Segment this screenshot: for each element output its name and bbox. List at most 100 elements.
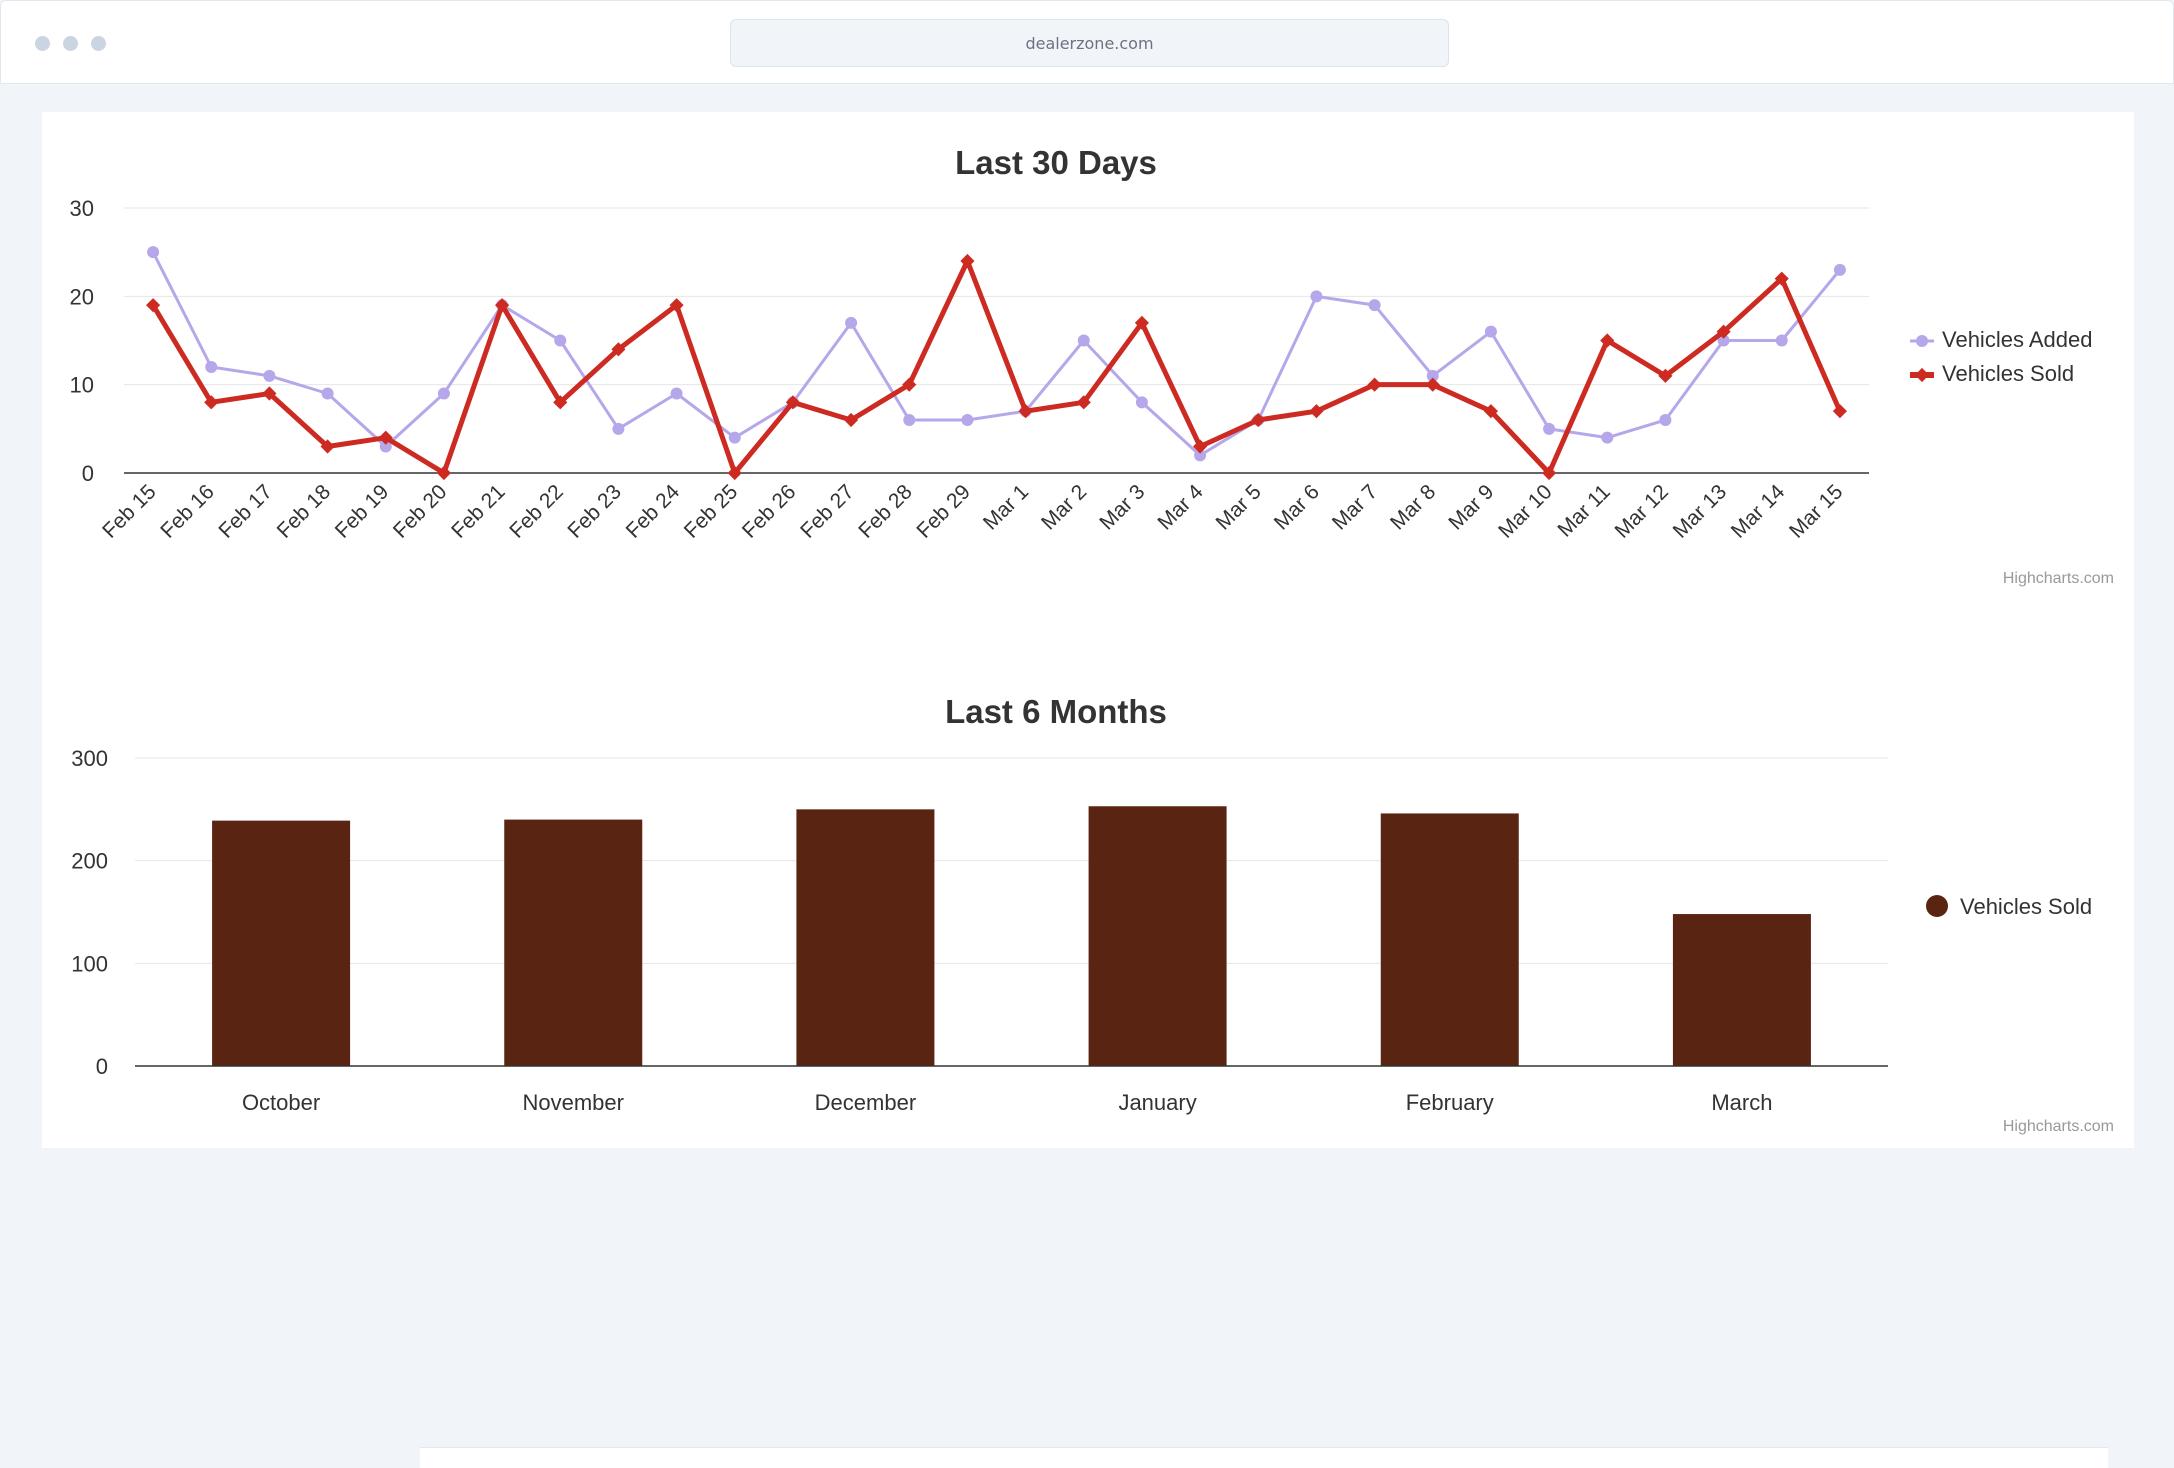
y-tick-label: 20 bbox=[70, 284, 94, 309]
data-point[interactable] bbox=[378, 430, 393, 445]
credits-link[interactable]: Highcharts.com bbox=[2003, 1118, 2114, 1135]
x-tick-label: Mar 12 bbox=[1610, 480, 1672, 542]
data-point[interactable] bbox=[495, 298, 510, 313]
data-point[interactable] bbox=[1251, 412, 1266, 428]
data-point[interactable] bbox=[263, 369, 276, 382]
data-point[interactable] bbox=[902, 377, 917, 392]
x-tick-label: Mar 8 bbox=[1386, 480, 1440, 534]
data-point[interactable] bbox=[437, 387, 450, 400]
data-point[interactable] bbox=[1833, 263, 1846, 276]
data-point[interactable] bbox=[146, 298, 161, 313]
chart-title: Last 30 Days bbox=[955, 144, 1157, 181]
data-point[interactable] bbox=[1658, 368, 1673, 383]
data-point[interactable] bbox=[1076, 395, 1091, 410]
x-tick-label: Mar 2 bbox=[1037, 480, 1091, 534]
x-tick-label: Feb 16 bbox=[156, 480, 219, 543]
data-point[interactable] bbox=[1310, 290, 1323, 303]
data-point[interactable] bbox=[1194, 449, 1207, 462]
data-point[interactable] bbox=[1134, 315, 1149, 330]
x-tick-label: Feb 20 bbox=[389, 480, 452, 543]
data-point[interactable] bbox=[204, 395, 219, 410]
data-point[interactable] bbox=[961, 414, 974, 426]
data-point[interactable] bbox=[436, 465, 451, 481]
data-point[interactable] bbox=[554, 334, 567, 347]
x-tick-label: December bbox=[815, 1090, 916, 1115]
x-tick-label: Feb 19 bbox=[331, 480, 394, 543]
x-tick-label: March bbox=[1711, 1090, 1772, 1115]
data-point[interactable] bbox=[1484, 325, 1497, 338]
bar-february[interactable] bbox=[1380, 813, 1519, 1066]
x-tick-label: Mar 4 bbox=[1153, 480, 1207, 534]
x-tick-label: November bbox=[523, 1090, 624, 1115]
data-point[interactable] bbox=[612, 422, 625, 435]
data-point[interactable] bbox=[205, 361, 218, 373]
data-point[interactable] bbox=[1077, 334, 1090, 347]
legend-item-vehicles-sold[interactable]: Vehicles Sold bbox=[1926, 894, 2092, 919]
bar-december[interactable] bbox=[796, 809, 935, 1066]
x-tick-label: Mar 9 bbox=[1444, 480, 1498, 534]
x-tick-label: Feb 15 bbox=[98, 480, 161, 543]
x-tick-label: Mar 14 bbox=[1727, 480, 1790, 543]
window-minimize-dot[interactable] bbox=[63, 36, 78, 51]
data-point[interactable] bbox=[1425, 377, 1440, 392]
legend-item-vehicles-added[interactable]: Vehicles Added bbox=[1910, 327, 2092, 352]
data-point[interactable] bbox=[1600, 333, 1615, 348]
data-point[interactable] bbox=[670, 387, 683, 400]
data-point[interactable] bbox=[785, 395, 800, 410]
legend-label: Vehicles Sold bbox=[1960, 894, 2092, 919]
data-point[interactable] bbox=[1193, 439, 1208, 454]
address-bar[interactable]: dealerzone.com bbox=[730, 19, 1449, 67]
data-point[interactable] bbox=[1426, 369, 1439, 382]
data-point[interactable] bbox=[727, 465, 742, 481]
data-point[interactable] bbox=[1135, 396, 1148, 409]
x-tick-label: Mar 3 bbox=[1095, 480, 1149, 534]
window-close-dot[interactable] bbox=[35, 36, 50, 51]
x-tick-label: Feb 29 bbox=[912, 480, 975, 543]
x-tick-label: Mar 6 bbox=[1270, 480, 1324, 534]
data-point[interactable] bbox=[1483, 404, 1498, 419]
data-point[interactable] bbox=[844, 412, 859, 428]
y-tick-label: 300 bbox=[71, 746, 108, 771]
data-point[interactable] bbox=[1543, 422, 1556, 435]
data-point[interactable] bbox=[147, 246, 160, 259]
data-point[interactable] bbox=[1775, 334, 1788, 347]
x-tick-label: Feb 24 bbox=[622, 480, 685, 543]
x-tick-label: Feb 28 bbox=[854, 480, 917, 543]
data-point[interactable] bbox=[379, 440, 392, 453]
data-point[interactable] bbox=[903, 414, 916, 426]
data-point[interactable] bbox=[1309, 404, 1324, 419]
x-tick-label: Mar 15 bbox=[1785, 480, 1847, 542]
data-point[interactable] bbox=[611, 342, 626, 357]
data-point[interactable] bbox=[1601, 431, 1614, 444]
data-point[interactable] bbox=[1832, 404, 1847, 419]
data-point[interactable] bbox=[1716, 324, 1731, 339]
x-tick-label: Feb 18 bbox=[273, 480, 336, 543]
series-vehicles-sold bbox=[146, 253, 1847, 481]
data-point[interactable] bbox=[262, 386, 277, 401]
data-point[interactable] bbox=[320, 439, 335, 454]
data-point[interactable] bbox=[1542, 465, 1557, 481]
series-line bbox=[150, 258, 1843, 476]
data-point[interactable] bbox=[960, 253, 975, 269]
bar-january[interactable] bbox=[1088, 806, 1227, 1066]
bar-november[interactable] bbox=[504, 819, 643, 1066]
data-point[interactable] bbox=[1717, 334, 1730, 347]
bar-march[interactable] bbox=[1672, 914, 1811, 1066]
x-tick-label: February bbox=[1406, 1090, 1494, 1115]
data-point[interactable] bbox=[553, 395, 568, 410]
data-point[interactable] bbox=[1659, 414, 1672, 426]
data-point[interactable] bbox=[1368, 299, 1381, 312]
legend-item-vehicles-sold[interactable]: Vehicles Sold bbox=[1910, 361, 2074, 386]
data-point[interactable] bbox=[728, 431, 741, 444]
data-point[interactable] bbox=[321, 387, 334, 400]
data-point[interactable] bbox=[845, 316, 858, 329]
data-point[interactable] bbox=[1774, 271, 1789, 286]
x-tick-label: Mar 10 bbox=[1494, 480, 1556, 542]
data-point[interactable] bbox=[1367, 377, 1382, 392]
credits-link[interactable]: Highcharts.com bbox=[2003, 570, 2114, 587]
data-point[interactable] bbox=[669, 298, 684, 313]
x-tick-label: Mar 11 bbox=[1553, 480, 1614, 541]
bar-october[interactable] bbox=[212, 820, 351, 1066]
window-maximize-dot[interactable] bbox=[91, 36, 106, 51]
